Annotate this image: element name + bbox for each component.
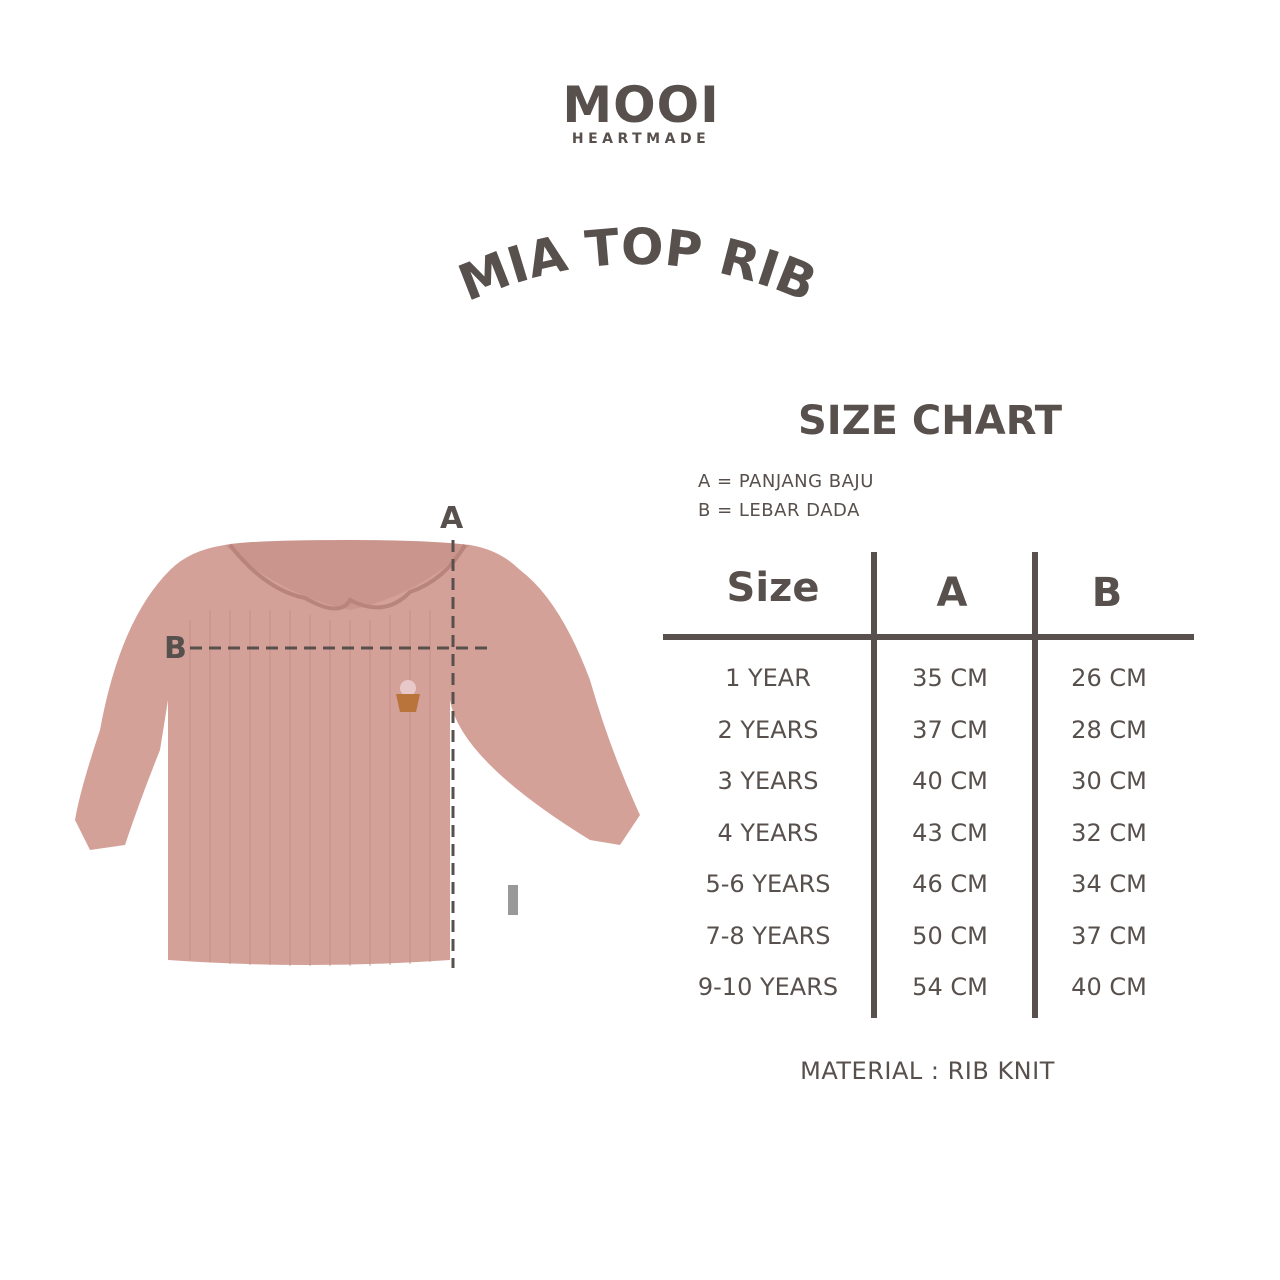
- size-cell: 1 YEAR: [725, 664, 811, 692]
- width-cell: 40 CM: [1071, 973, 1147, 1001]
- width-cell: 34 CM: [1071, 870, 1147, 898]
- garment-illustration: [75, 540, 640, 966]
- length-cell: 40 CM: [912, 767, 988, 795]
- length-cell: 43 CM: [912, 818, 988, 847]
- size-cell: 4 YEARS: [717, 818, 819, 847]
- size-cell: 5-6 YEARS: [705, 870, 831, 898]
- legend-a: A = PANJANG BAJU: [698, 471, 874, 492]
- size-cell: 3 YEARS: [717, 767, 819, 795]
- column-header-a: A: [936, 570, 968, 616]
- length-cell: 50 CM: [912, 921, 988, 950]
- size-cell: 2 YEARS: [717, 715, 819, 744]
- brand-tagline: HEARTMADE: [571, 131, 711, 147]
- material-note: MATERIAL : RIB KNIT: [800, 1057, 1055, 1085]
- product-title-text: MIA TOP RIB: [451, 218, 824, 313]
- length-cell: 37 CM: [912, 715, 988, 744]
- label-b: B: [164, 631, 187, 666]
- label-a: A: [440, 501, 464, 536]
- legend-b: B = LEBAR DADA: [698, 500, 860, 521]
- width-cell: 28 CM: [1071, 715, 1147, 744]
- product-title: MIA TOP RIB: [451, 218, 824, 313]
- width-cell: 32 CM: [1071, 818, 1147, 847]
- size-cell: 9-10 YEARS: [697, 973, 839, 1001]
- length-cell: 35 CM: [912, 664, 988, 692]
- brand-logo: MOOI: [562, 76, 720, 134]
- width-cell: 37 CM: [1071, 921, 1147, 950]
- column-divider: [871, 552, 877, 1018]
- column-header-b: B: [1091, 570, 1123, 616]
- width-cell: 30 CM: [1071, 767, 1147, 795]
- svg-text:MIA TOP RIB: MIA TOP RIB: [451, 218, 824, 313]
- size-chart-heading: SIZE CHART: [797, 398, 1063, 444]
- size-cell: 7-8 YEARS: [705, 921, 831, 950]
- column-divider: [1032, 552, 1038, 1018]
- length-cell: 54 CM: [912, 973, 988, 1001]
- header-divider: [663, 634, 1194, 640]
- length-cell: 46 CM: [912, 870, 988, 898]
- garment-diagram: [75, 540, 640, 968]
- width-cell: 26 CM: [1071, 664, 1147, 692]
- column-header-size: Size: [726, 565, 820, 611]
